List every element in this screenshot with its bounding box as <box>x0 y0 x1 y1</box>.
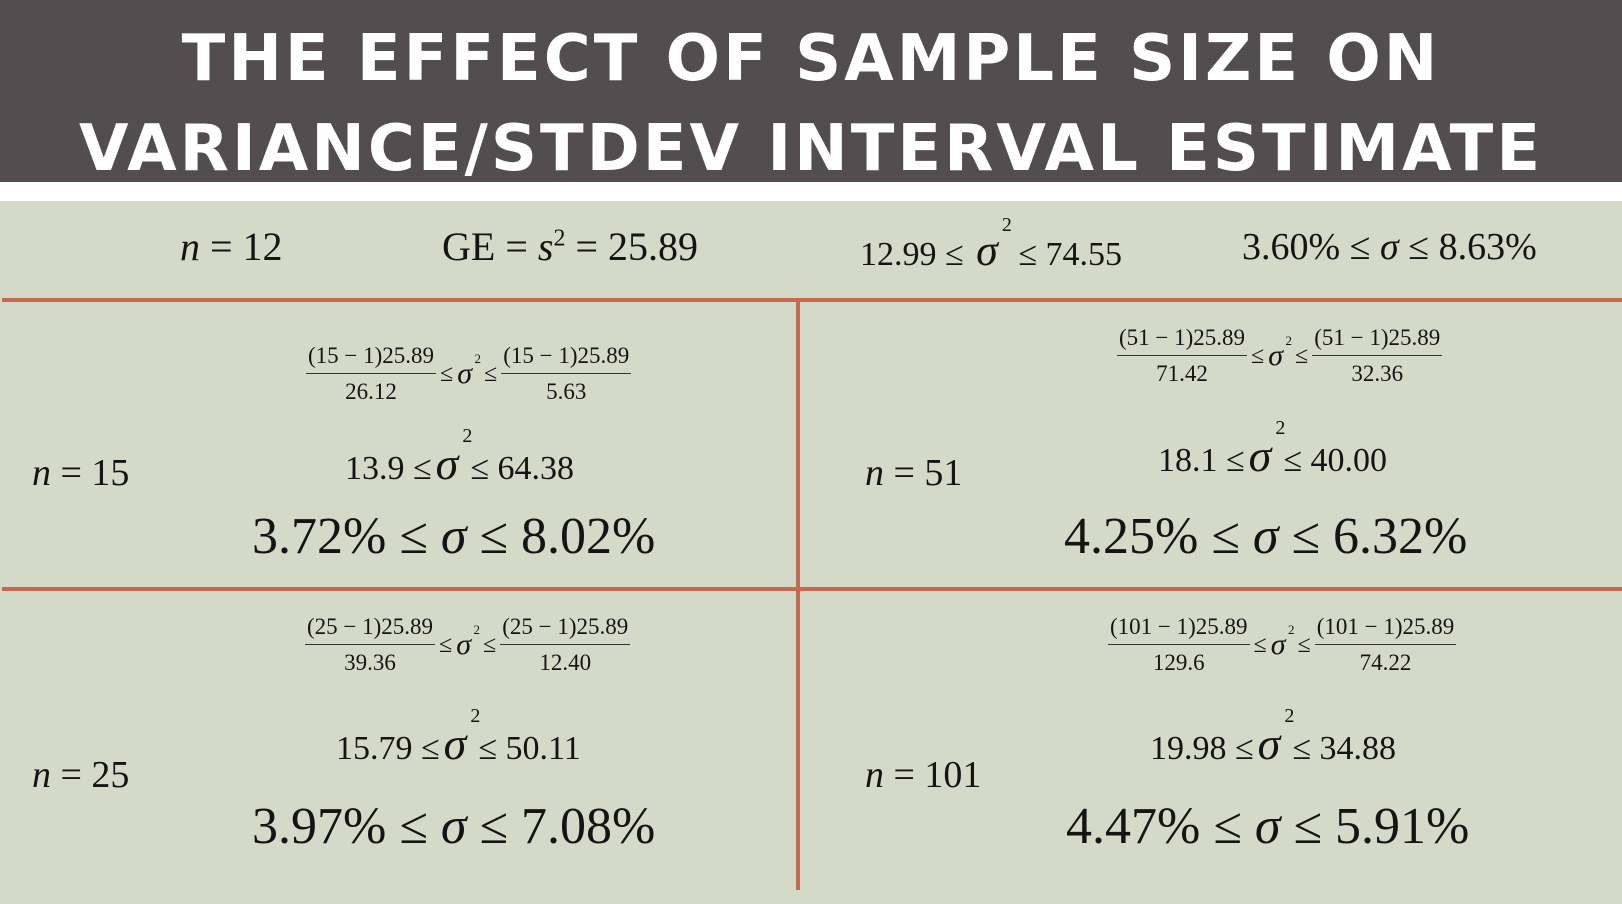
top-ge-equation: GE = s2 = 25.89 <box>442 224 699 269</box>
divider-middle <box>2 587 1622 591</box>
top-stdev-interval: 3.60% ≤ σ ≤ 8.63% <box>1242 226 1537 268</box>
variance-interval: 13.9 ≤ σ 2 ≤ 64.38 <box>345 425 575 489</box>
stdev-interval: 4.25% ≤ σ ≤ 6.32% <box>1064 508 1468 565</box>
sample-size-label: n = 25 <box>32 754 130 796</box>
variance-interval: 19.98 ≤ σ 2 ≤ 34.88 <box>1150 705 1397 769</box>
divider-top <box>2 298 1622 302</box>
variance-interval: 15.79 ≤ σ 2 ≤ 50.11 <box>336 705 581 769</box>
slide-title: THE EFFECT OF SAMPLE SIZE ON VARIANCE/ST… <box>0 14 1622 194</box>
stdev-interval: 3.97% ≤ σ ≤ 7.08% <box>252 798 656 855</box>
sample-size-label: n = 51 <box>865 452 963 494</box>
title-banner: THE EFFECT OF SAMPLE SIZE ON VARIANCE/ST… <box>0 0 1622 186</box>
divider-vertical <box>796 300 800 890</box>
sample-size-label: n = 15 <box>32 452 130 494</box>
variance-interval: 18.1 ≤ σ 2 ≤ 40.00 <box>1158 417 1388 481</box>
title-line-1: THE EFFECT OF SAMPLE SIZE ON <box>181 22 1441 96</box>
sample-size-label: n = 101 <box>865 754 982 796</box>
stdev-interval: 3.72% ≤ σ ≤ 8.02% <box>252 508 656 565</box>
title-line-2: VARIANCE/STDEV INTERVAL ESTIMATE <box>78 112 1544 186</box>
top-n-label: n = 12 <box>180 224 283 269</box>
stdev-interval: 4.47% ≤ σ ≤ 5.91% <box>1066 798 1470 855</box>
